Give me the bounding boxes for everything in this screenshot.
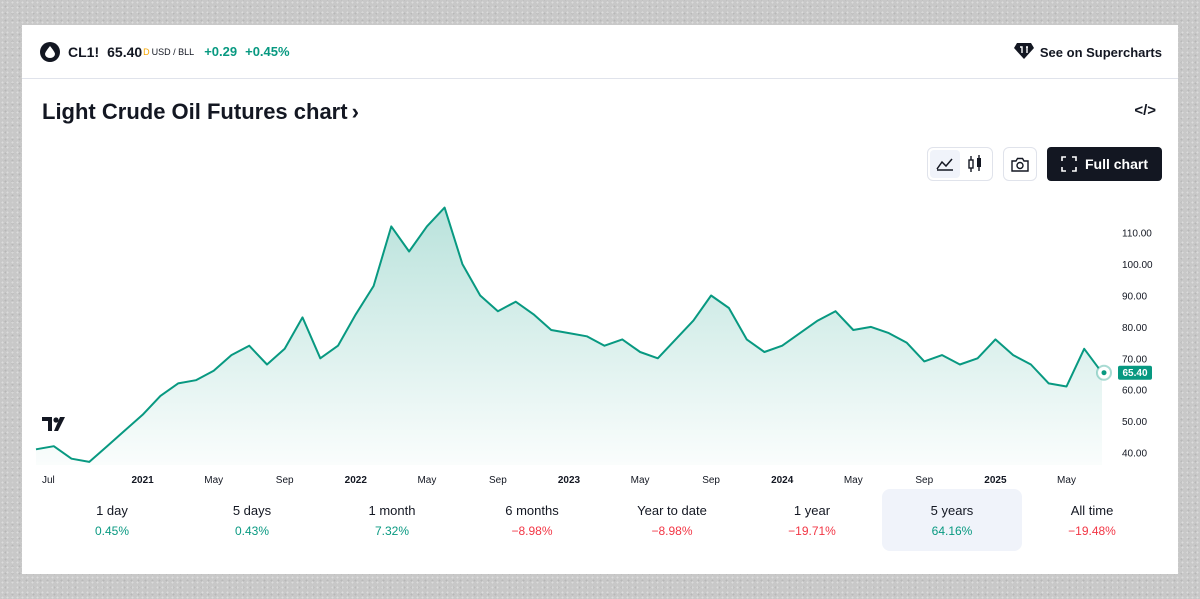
chevron-right-icon: › (351, 99, 359, 124)
chart-type-switch (926, 147, 993, 181)
symbol-ticker[interactable]: CL1! (68, 43, 100, 60)
period-change-value: −8.98% (651, 523, 693, 538)
period-label: 5 days (232, 502, 272, 518)
oil-drop-icon (40, 41, 60, 62)
x-tick-label: May (844, 475, 863, 486)
period-label: 1 day (96, 502, 128, 518)
period-change-value: 7.32% (374, 523, 410, 538)
x-tick-label: 2024 (771, 475, 794, 486)
x-tick-label: Jul (42, 475, 55, 486)
price-line (35, 206, 1103, 463)
period-tab[interactable]: 5 years 64.16% (882, 489, 1022, 551)
x-tick-label: 2021 (131, 475, 154, 486)
y-tick-label: 110.00 (1122, 229, 1152, 240)
widget-card: CL1! 65.40 D USD / BLL +0.29 +0.45% See … (22, 25, 1178, 574)
x-tick-label: May (417, 475, 436, 486)
period-change-value: 0.43% (234, 523, 270, 538)
area-chart-button[interactable] (929, 150, 960, 178)
candlestick-icon (968, 155, 981, 172)
period-change-value: −19.48% (1068, 523, 1116, 538)
x-tick-label: May (204, 475, 223, 486)
period-tab[interactable]: 1 year −19.71% (742, 489, 882, 551)
period-label: All time (1070, 502, 1114, 518)
full-chart-label: Full chart (1084, 156, 1148, 172)
y-tick-label: 70.00 (1122, 354, 1147, 365)
change-absolute: +0.29 (204, 44, 238, 59)
period-performance-row: 1 day 0.45% 5 days 0.43% 1 month 7.32% 6 month… (42, 489, 1162, 551)
chart-toolbar: Full chart (926, 147, 1162, 181)
period-label: 6 months (505, 502, 559, 518)
full-chart-button[interactable]: Full chart (1046, 147, 1162, 181)
see-on-supercharts-link[interactable]: See on Supercharts (1013, 42, 1162, 63)
period-change-value: −8.98% (511, 523, 553, 538)
last-price-badge (1118, 365, 1152, 380)
change-percent: +0.45% (245, 44, 290, 59)
last-price-badge-label: 65.40 (1122, 368, 1147, 379)
candle-chart-button[interactable] (960, 150, 990, 178)
x-tick-label: 2025 (984, 475, 1007, 486)
period-label: 1 year (793, 502, 831, 518)
chart-title-link[interactable]: Light Crude Oil Futures chart › (42, 99, 359, 125)
y-tick-label: 100.00 (1122, 260, 1153, 271)
fullscreen-icon (1061, 156, 1077, 172)
y-tick-label: 80.00 (1122, 323, 1147, 334)
x-tick-label: Sep (276, 475, 294, 486)
period-tab[interactable]: Year to date −8.98% (602, 489, 742, 551)
embed-code-icon[interactable]: </> (1134, 102, 1156, 119)
page-title: Light Crude Oil Futures chart (42, 99, 348, 124)
period-change-value: 0.45% (94, 523, 130, 538)
x-tick-label: Sep (702, 475, 720, 486)
symbol-header: CL1! 65.40 D USD / BLL +0.29 +0.45% See … (22, 25, 1178, 79)
period-label: 1 month (368, 502, 416, 518)
supercharts-label: See on Supercharts (1039, 45, 1162, 60)
period-change-value: −19.71% (788, 523, 836, 538)
delayed-flag: D (143, 46, 150, 57)
price-area-fill (36, 207, 1102, 465)
y-tick-label: 50.00 (1122, 417, 1147, 428)
x-tick-label: 2023 (558, 475, 581, 486)
y-tick-label: 90.00 (1122, 292, 1147, 303)
price-chart[interactable]: 110.00 100.00 90.00 80.00 70.00 60.00 50.00 40.… (22, 195, 1178, 495)
period-tab[interactable]: All time −19.48% (1022, 489, 1162, 551)
period-label: 5 years (930, 502, 974, 518)
x-tick-label: May (1057, 475, 1076, 486)
x-tick-label: Sep (489, 475, 507, 486)
y-tick-label: 40.00 (1122, 448, 1147, 459)
period-tab[interactable]: 6 months −8.98% (462, 489, 602, 551)
x-tick-label: Sep (915, 475, 933, 486)
period-tab[interactable]: 5 days 0.43% (182, 489, 322, 551)
price-unit: USD / BLL (151, 46, 195, 57)
y-tick-label: 60.00 (1122, 386, 1147, 397)
period-tab[interactable]: 1 day 0.45% (42, 489, 182, 551)
x-tick-label: 2022 (345, 475, 368, 486)
area-chart-icon (936, 158, 953, 171)
tradingview-logo[interactable] (42, 417, 70, 436)
period-label: Year to date (637, 502, 707, 518)
last-price: 65.40 (107, 43, 143, 60)
snapshot-button[interactable] (1002, 147, 1037, 181)
camera-icon (1011, 157, 1029, 172)
supercharts-gem-icon (1013, 42, 1034, 63)
last-price-dot (1101, 370, 1107, 376)
period-change-value: 64.16% (931, 523, 973, 538)
x-tick-label: May (631, 475, 650, 486)
period-tab[interactable]: 1 month 7.32% (322, 489, 462, 551)
